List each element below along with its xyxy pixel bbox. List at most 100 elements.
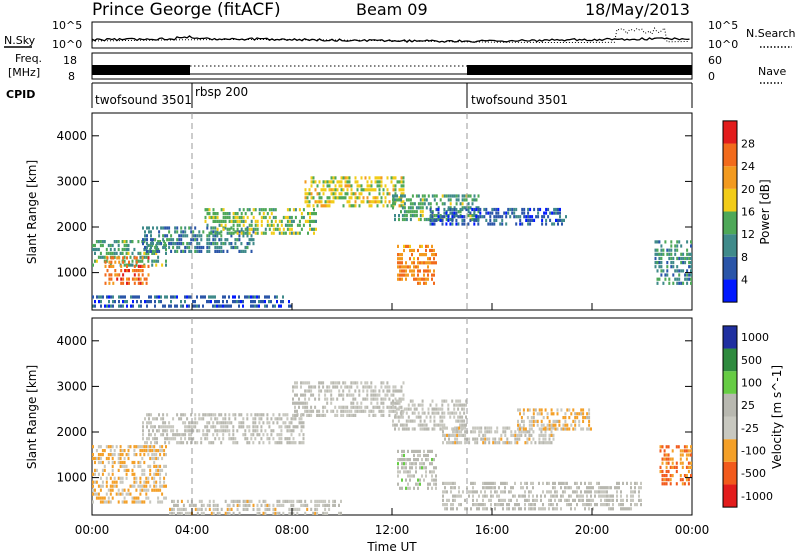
backscatter-cell	[559, 215, 561, 219]
backscatter-cell	[553, 222, 556, 226]
backscatter-cell	[194, 234, 197, 238]
backscatter-cell	[158, 295, 160, 299]
backscatter-cell	[401, 273, 403, 277]
backscatter-cell	[435, 423, 438, 427]
backscatter-cell	[392, 399, 394, 403]
backscatter-cell	[146, 238, 148, 242]
backscatter-cell	[160, 295, 162, 299]
backscatter-cell	[206, 300, 208, 304]
backscatter-cell	[554, 481, 556, 485]
backscatter-cell	[123, 263, 126, 267]
backscatter-cell	[686, 248, 689, 252]
backscatter-cell	[584, 481, 586, 485]
backscatter-cell	[220, 234, 223, 238]
backscatter-cell	[544, 427, 547, 431]
backscatter-cell	[196, 238, 199, 242]
backscatter-cell	[687, 449, 690, 453]
backscatter-cell	[473, 198, 476, 202]
backscatter-cell	[484, 426, 487, 430]
backscatter-cell	[147, 480, 150, 484]
backscatter-cell	[461, 206, 464, 210]
backscatter-cell	[419, 423, 422, 427]
backscatter-cell	[554, 494, 556, 498]
backscatter-cell	[491, 222, 494, 226]
backscatter-cell	[176, 507, 179, 511]
backscatter-cell	[252, 242, 255, 246]
backscatter-cell	[654, 261, 657, 265]
backscatter-cell	[411, 427, 414, 431]
backscatter-cell	[546, 490, 548, 494]
backscatter-cell	[501, 215, 504, 219]
backscatter-cell	[429, 419, 432, 423]
backscatter-cell	[610, 507, 612, 511]
backscatter-cell	[456, 494, 458, 498]
backscatter-cell	[562, 423, 565, 427]
backscatter-cell	[222, 425, 225, 429]
backscatter-cell	[568, 503, 570, 507]
backscatter-cell	[490, 426, 493, 430]
backscatter-cell	[544, 408, 547, 412]
backscatter-cell	[262, 212, 265, 216]
backscatter-cell	[473, 222, 476, 226]
colorbar-frame	[722, 325, 738, 508]
backscatter-cell	[292, 417, 295, 421]
backscatter-cell	[554, 507, 556, 511]
backscatter-cell	[153, 472, 156, 476]
backscatter-cell	[332, 200, 335, 204]
backscatter-cell	[417, 257, 419, 261]
backscatter-cell	[288, 219, 291, 223]
backscatter-cell	[524, 498, 526, 502]
backscatter-cell	[520, 494, 522, 498]
backscatter-cell	[218, 413, 221, 417]
backscatter-cell	[494, 430, 497, 434]
backscatter-cell	[397, 419, 400, 423]
backscatter-cell	[399, 269, 401, 273]
backscatter-cell	[374, 196, 377, 200]
backscatter-cell	[397, 449, 399, 453]
backscatter-cell	[122, 304, 124, 308]
backscatter-cell	[540, 507, 542, 511]
backscatter-cell	[282, 300, 284, 304]
backscatter-cell	[390, 405, 393, 409]
backscatter-cell	[427, 257, 429, 261]
backscatter-cell	[228, 429, 231, 433]
backscatter-cell	[417, 403, 420, 407]
backscatter-cell	[315, 212, 317, 216]
backscatter-cell	[366, 180, 369, 184]
backscatter-cell	[120, 277, 123, 281]
backscatter-cell	[165, 496, 167, 500]
backscatter-cell	[472, 503, 474, 507]
backscatter-cell	[326, 503, 329, 507]
backscatter-cell	[236, 499, 239, 503]
backscatter-cell	[324, 188, 327, 192]
backscatter-cell	[250, 212, 253, 216]
backscatter-cell	[151, 243, 154, 248]
backscatter-cell	[128, 269, 130, 273]
backscatter-cell	[472, 437, 475, 441]
backscatter-cell	[133, 247, 136, 252]
backscatter-cell	[413, 474, 415, 478]
backscatter-cell	[155, 263, 158, 267]
backscatter-cell	[302, 405, 304, 409]
backscatter-cell	[212, 441, 215, 445]
backscatter-cell	[600, 486, 602, 490]
backscatter-cell	[111, 456, 114, 461]
backscatter-cell	[523, 215, 526, 219]
backscatter-cell	[172, 425, 175, 429]
backscatter-cell	[106, 304, 108, 308]
backscatter-cell	[638, 498, 640, 502]
backscatter-cell	[250, 227, 253, 231]
backscatter-cell	[252, 503, 255, 507]
backscatter-cell	[324, 200, 327, 204]
backscatter-cell	[656, 240, 659, 244]
backscatter-cell	[685, 457, 688, 461]
backscatter-cell	[156, 429, 158, 433]
backscatter-cell	[234, 215, 237, 220]
backscatter-cell	[660, 265, 663, 269]
backscatter-cell	[258, 511, 261, 515]
backscatter-cell	[586, 490, 588, 494]
backscatter-cell	[457, 415, 460, 419]
backscatter-cell	[123, 247, 126, 252]
backscatter-cell	[604, 494, 606, 498]
backscatter-cell	[268, 208, 271, 212]
